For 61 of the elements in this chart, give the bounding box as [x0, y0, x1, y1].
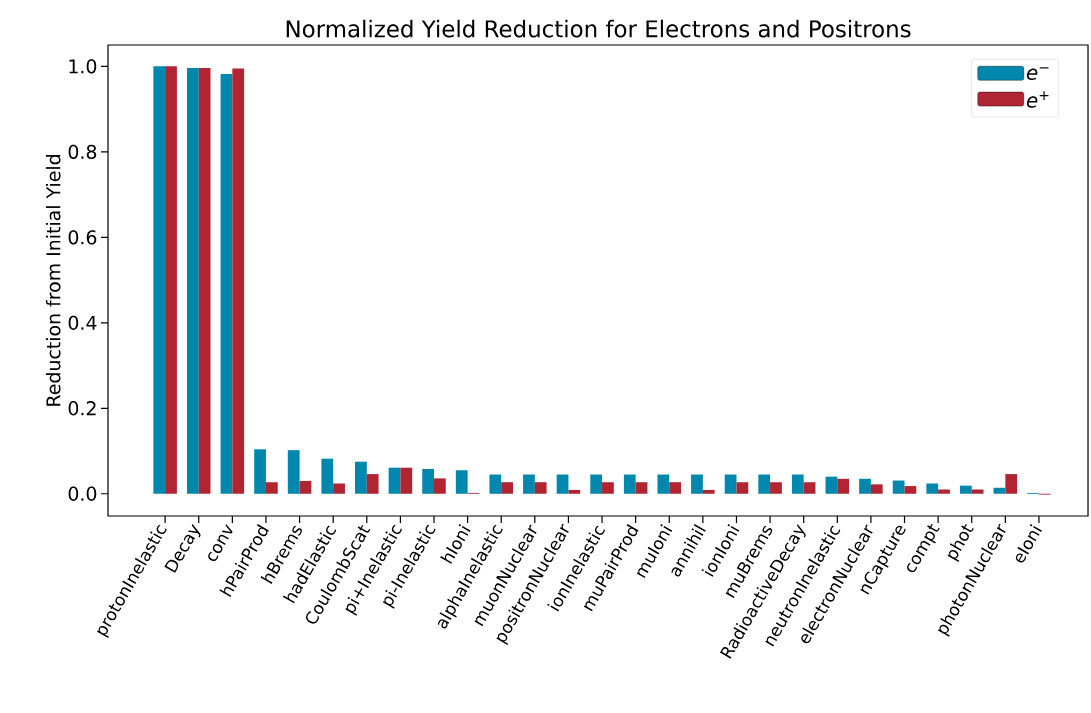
bar [333, 483, 345, 494]
bar [926, 483, 939, 494]
bar [825, 476, 838, 494]
bar [287, 450, 300, 494]
bar [501, 482, 513, 494]
bar [837, 478, 850, 494]
bar [736, 482, 749, 494]
y-tick-label: 0.4 [68, 315, 97, 330]
bar [892, 480, 905, 494]
y-tick-label: 0.6 [68, 230, 97, 245]
bar [758, 474, 771, 494]
bar [220, 74, 233, 494]
y-tick-label: 0.0 [68, 486, 97, 501]
bar [669, 482, 682, 494]
bar [602, 482, 614, 494]
bar [400, 467, 413, 494]
y-tick-label: 1.0 [69, 59, 97, 74]
y-tick-label: 0.2 [68, 401, 96, 416]
bar [534, 482, 547, 494]
bar [904, 486, 917, 494]
bar [265, 482, 278, 494]
bar [523, 474, 535, 494]
bar [232, 68, 245, 494]
chart-title: Normalized Yield Reduction for Electrons and Positrons [286, 19, 911, 38]
bar [590, 474, 603, 494]
bar [153, 66, 166, 494]
bar [993, 487, 1006, 494]
bar [623, 474, 636, 494]
bar [556, 474, 569, 494]
bar [859, 478, 871, 494]
bar [321, 458, 334, 494]
legend-label: e$^{−}$ [1026, 67, 1049, 81]
bar [455, 470, 468, 494]
bar [489, 474, 502, 494]
bar [186, 68, 199, 494]
bar [791, 474, 804, 494]
bar [422, 468, 435, 494]
bar [803, 482, 816, 494]
y-tick-label: 0.8 [68, 144, 97, 159]
bar [299, 480, 312, 494]
bar [657, 474, 670, 494]
y-axis-title: Reduction from Initial Yield [45, 155, 61, 406]
bar [198, 68, 211, 494]
bar [434, 478, 446, 494]
bar [635, 482, 648, 494]
bar [388, 467, 401, 494]
legend-label: e$^{+}$ [1026, 91, 1049, 108]
bar [938, 489, 950, 494]
bar [971, 489, 984, 494]
bar [724, 474, 737, 494]
bar [165, 66, 177, 494]
bar [959, 485, 972, 494]
bar [568, 489, 581, 494]
bar [870, 484, 883, 494]
bar [691, 474, 703, 494]
bar [770, 482, 782, 494]
bar [1005, 474, 1018, 494]
bar [254, 449, 266, 494]
bar [366, 474, 379, 494]
bar [702, 489, 715, 494]
bar [355, 461, 367, 494]
